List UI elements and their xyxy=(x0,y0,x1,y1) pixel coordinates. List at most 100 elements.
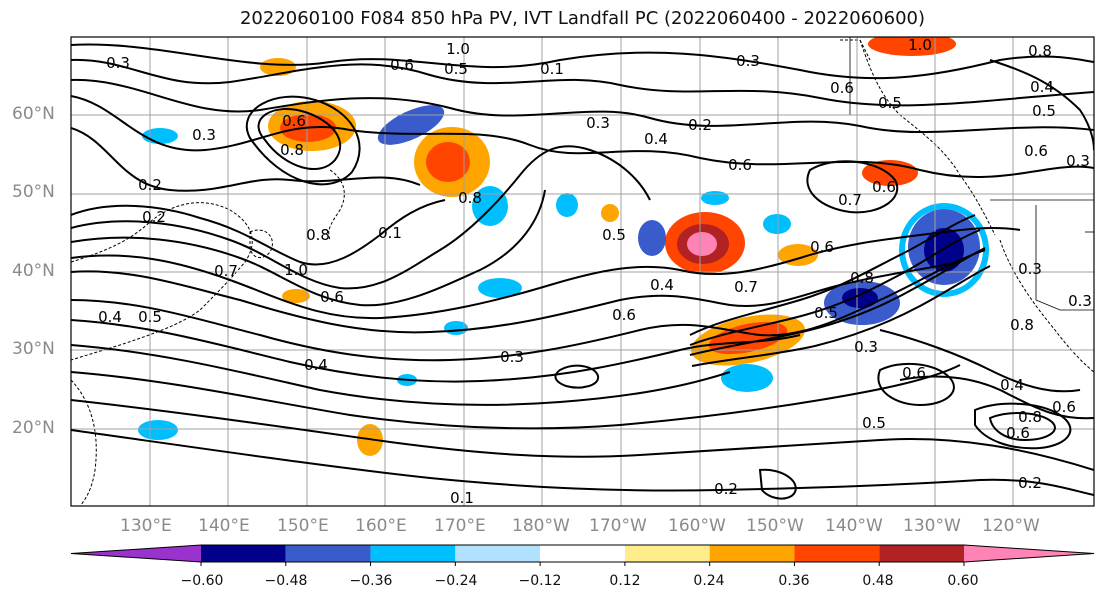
contour-label: 1.0 xyxy=(908,36,932,54)
lon-label-120w: 120°W xyxy=(982,516,1040,536)
contour-label: 0.4 xyxy=(644,130,668,148)
lon-label-140e: 140°E xyxy=(198,516,250,536)
contour-label: 0.3 xyxy=(1066,152,1090,170)
contour-label: 0.3 xyxy=(500,348,524,366)
positive-anomaly-arctic xyxy=(868,37,956,56)
negative-anomaly-5 xyxy=(478,278,522,298)
contour-label: 0.6 xyxy=(902,364,926,382)
negative-anomaly-6 xyxy=(721,364,773,392)
negative-anomaly-northeast xyxy=(899,203,989,297)
contour-label: 0.3 xyxy=(586,114,610,132)
colorbar xyxy=(70,544,1095,566)
positive-anomaly-small-5 xyxy=(601,204,619,222)
contour-label: 0.6 xyxy=(1006,424,1030,442)
colorbar-segment xyxy=(201,545,286,562)
contour-label: 0.3 xyxy=(854,338,878,356)
colorbar-segment xyxy=(71,545,201,562)
lon-label-130e: 130°E xyxy=(120,516,172,536)
contour-label: 0.6 xyxy=(390,56,414,74)
contour-label: 0.5 xyxy=(1032,102,1056,120)
contour-label: 0.2 xyxy=(138,176,162,194)
contour-label: 0.4 xyxy=(650,276,674,294)
contour-label: 0.2 xyxy=(1018,474,1042,492)
contour-label: 0.8 xyxy=(280,141,304,159)
lat-label-40n: 40°N xyxy=(12,261,55,281)
contour-label: 0.2 xyxy=(142,208,166,226)
positive-anomaly-small-4 xyxy=(282,289,310,303)
negative-anomaly-2 xyxy=(472,186,508,226)
colorbar-tick-label: −0.48 xyxy=(264,573,308,589)
contour-label: 0.8 xyxy=(458,189,482,207)
lon-label-170w: 170°W xyxy=(589,516,647,536)
lon-label-160e: 160°E xyxy=(355,516,407,536)
contour-label: 0.6 xyxy=(282,112,306,130)
colorbar-tick-label: 0.12 xyxy=(609,573,641,589)
shaded-anomalies xyxy=(138,37,989,456)
lon-label-160w: 160°W xyxy=(668,516,726,536)
contour-label: 0.8 xyxy=(1028,42,1052,60)
contour-label: 0.3 xyxy=(106,54,130,72)
contour-label: 0.4 xyxy=(98,308,122,326)
contour-label: 0.6 xyxy=(1024,142,1048,160)
contour-label: 0.2 xyxy=(714,480,738,498)
contour-label: 0.1 xyxy=(378,224,402,242)
contour-label: 0.5 xyxy=(602,226,626,244)
negative-anomaly-8 xyxy=(763,214,791,234)
colorbar-tick-label: −0.12 xyxy=(518,573,562,589)
contour-label: 0.5 xyxy=(444,60,468,78)
colorbar-segment xyxy=(709,545,795,562)
colorbar-tick-label: −0.36 xyxy=(349,573,393,589)
colorbar-tick-label: −0.24 xyxy=(434,573,478,589)
colorbar-tick-label: −0.60 xyxy=(180,573,224,589)
contour-label: 0.6 xyxy=(872,178,896,196)
lon-label-150w: 150°W xyxy=(746,516,804,536)
lat-label-30n: 30°N xyxy=(12,339,55,359)
contour-label: 0.7 xyxy=(838,191,862,209)
colorbar-segment xyxy=(964,545,1094,562)
negative-anomaly-east-pacific xyxy=(824,281,900,325)
contour-label: 1.0 xyxy=(446,40,470,58)
lon-label-150e: 150°E xyxy=(277,516,329,536)
colorbar-tick-label: 0.24 xyxy=(693,573,725,589)
contour-labels: 0.3 1.0 0.6 0.5 0.1 0.3 0.6 0.5 0.8 0.6 … xyxy=(98,36,1092,507)
lon-label-170e: 170°E xyxy=(434,516,486,536)
colorbar-tick-label: 0.48 xyxy=(862,573,894,589)
colorbar-segment xyxy=(455,545,541,562)
contour-label: 0.4 xyxy=(1030,78,1054,96)
map-title: 2022060100 F084 850 hPa PV, IVT Landfall… xyxy=(239,8,926,29)
contour-label: 1.0 xyxy=(284,261,308,279)
lat-label-60n: 60°N xyxy=(12,104,55,124)
contour-label: 0.8 xyxy=(306,226,330,244)
contour-label: 0.8 xyxy=(1018,408,1042,426)
pv-contours xyxy=(71,43,1094,500)
contour-label: 0.6 xyxy=(1052,398,1076,416)
contour-label: 0.5 xyxy=(862,414,886,432)
lat-label-50n: 50°N xyxy=(12,182,55,202)
colorbar-tick-label: 0.60 xyxy=(947,573,979,589)
contour-label: 0.4 xyxy=(1000,376,1024,394)
map-frame xyxy=(70,36,1095,507)
contour-label: 0.5 xyxy=(878,94,902,112)
contour-label: 0.7 xyxy=(214,262,238,280)
lon-label-130w: 130°W xyxy=(903,516,961,536)
contour-label: 0.5 xyxy=(138,308,162,326)
contour-label: 0.6 xyxy=(612,306,636,324)
colorbar-segment xyxy=(624,545,710,562)
positive-anomaly-central xyxy=(665,212,745,274)
positive-anomaly-pv-kamchatka xyxy=(268,101,356,151)
lat-label-20n: 20°N xyxy=(12,418,55,438)
contour-label: 0.1 xyxy=(450,489,474,507)
contour-label: 0.6 xyxy=(320,288,344,306)
contour-label: 0.3 xyxy=(736,52,760,70)
colorbar-segment xyxy=(879,545,964,562)
colorbar-segment xyxy=(540,545,625,562)
contour-label: 0.8 xyxy=(850,269,874,287)
positive-anomaly-north-pacific xyxy=(414,127,490,197)
negative-anomaly-3 xyxy=(142,128,178,144)
contour-label: 0.6 xyxy=(728,156,752,174)
contour-label: 0.3 xyxy=(1018,260,1042,278)
negative-anomaly-4 xyxy=(138,420,178,440)
contour-label: 0.4 xyxy=(304,356,328,374)
negative-anomaly-12 xyxy=(701,191,729,205)
